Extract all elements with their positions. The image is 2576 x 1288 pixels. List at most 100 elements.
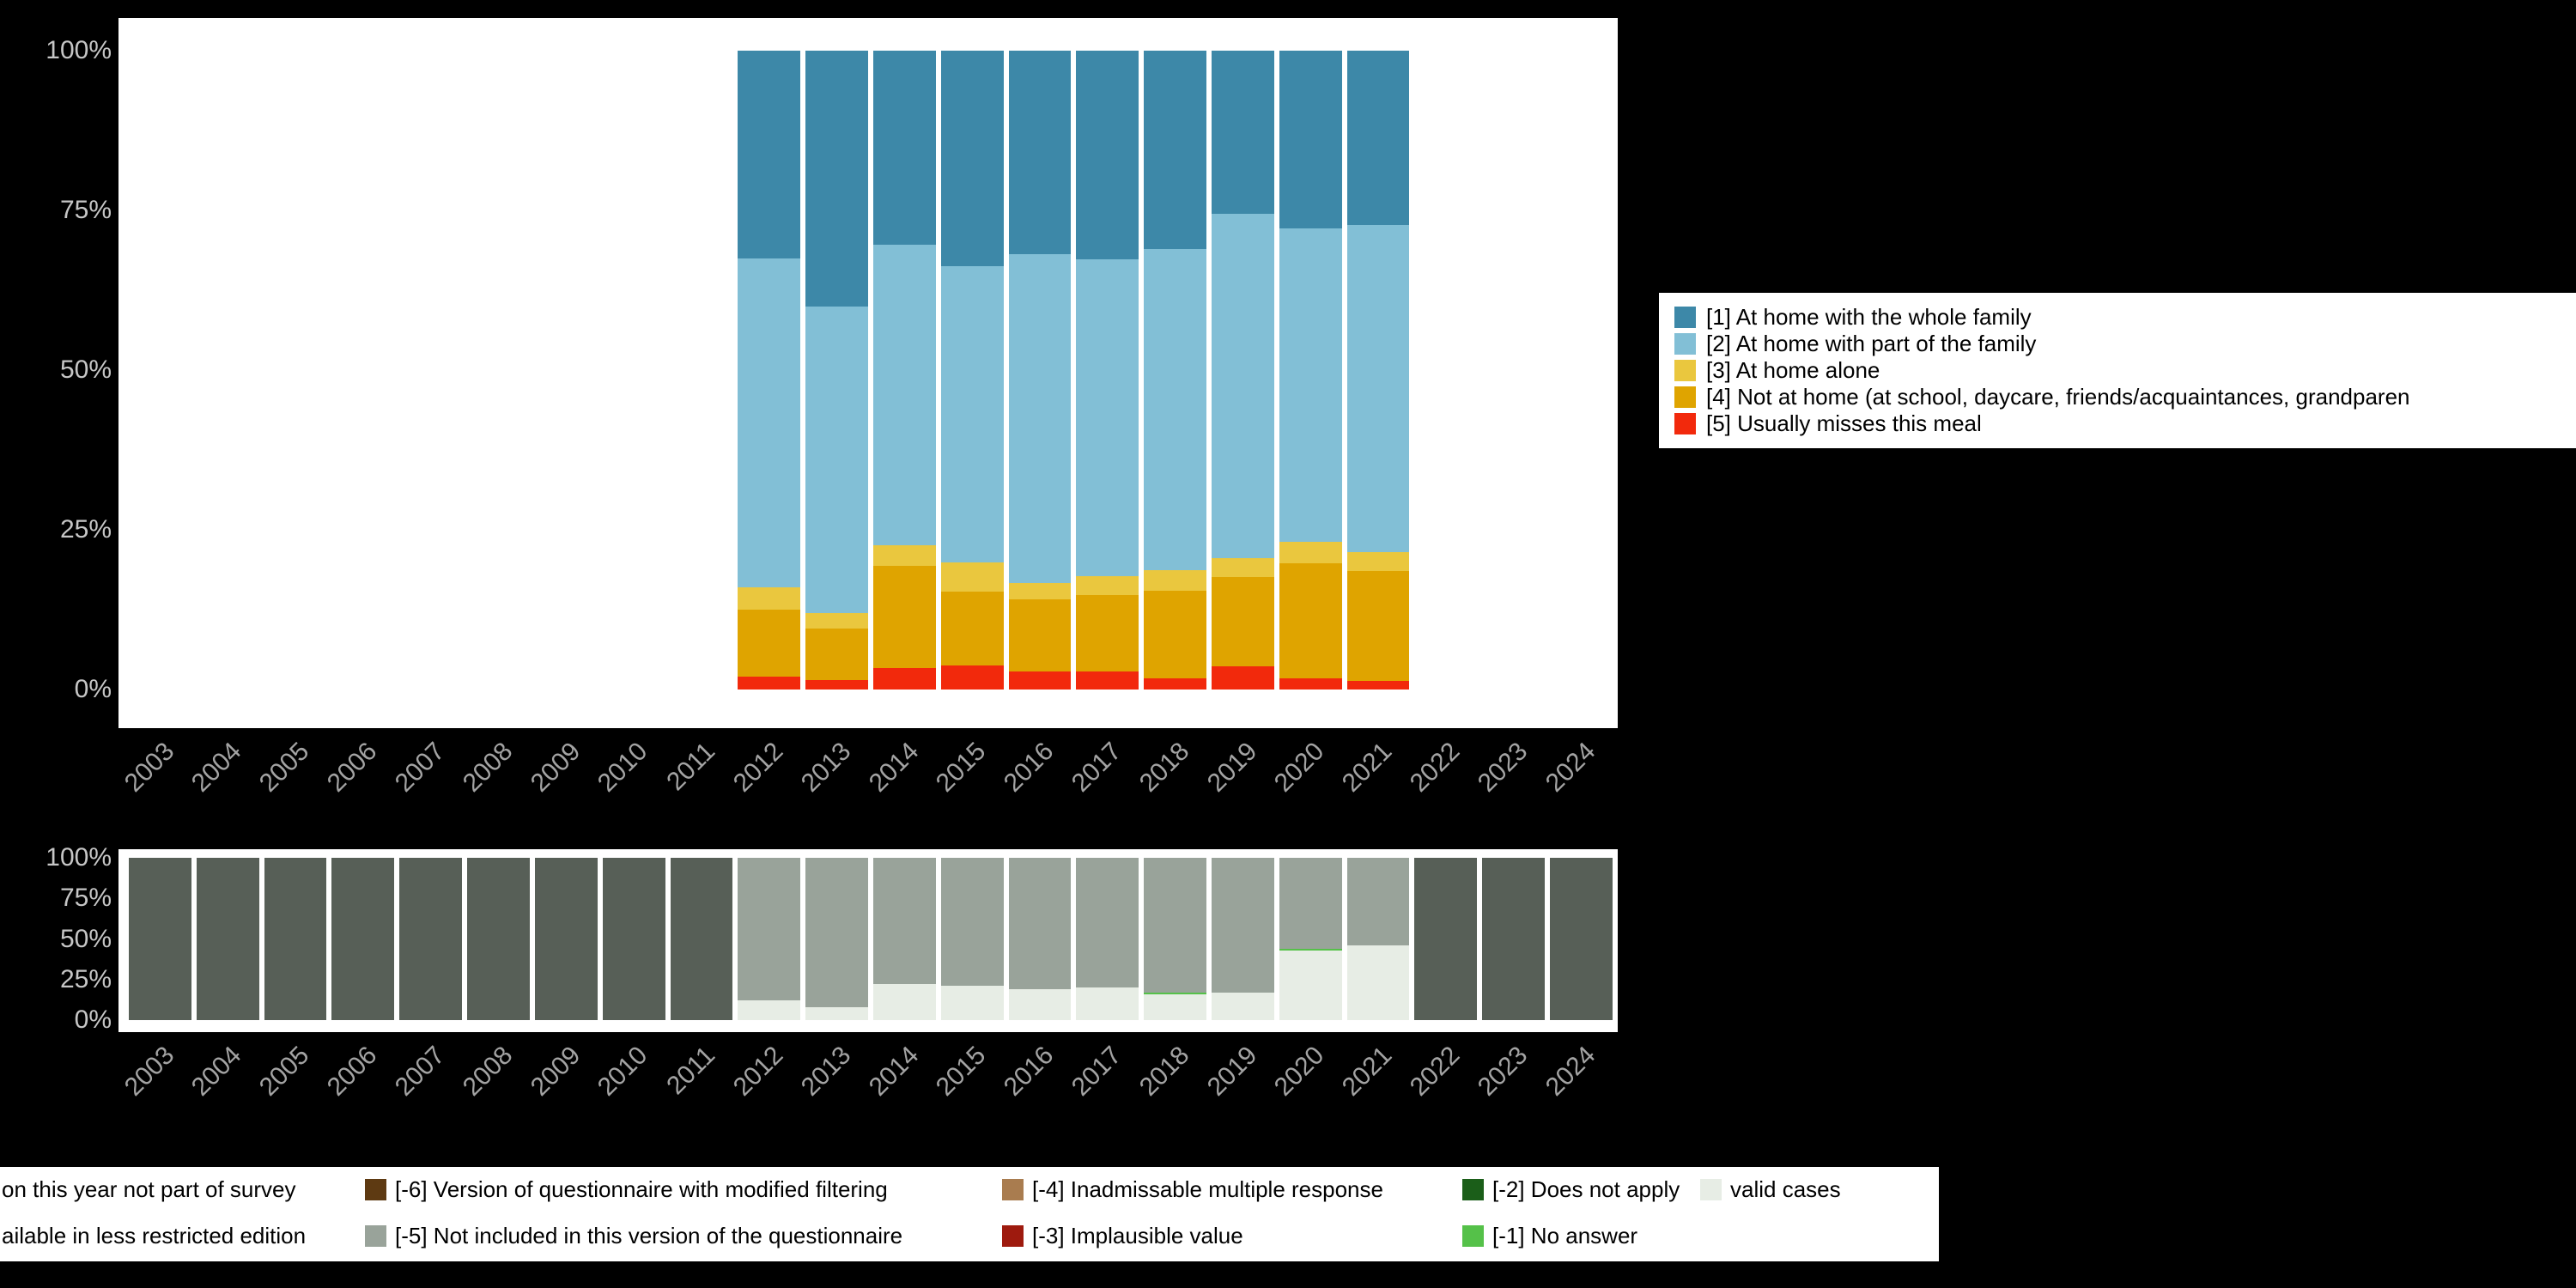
missing-legend-item-label: [-3] Implausible value — [1032, 1222, 1243, 1249]
x-axis-tick-2018: 2018 — [1134, 1040, 1209, 1160]
bar-segment — [1008, 671, 1072, 690]
bar-segment — [805, 51, 868, 307]
bar-segment — [872, 566, 936, 669]
bar-segment — [670, 858, 733, 1020]
missing-legend-item-label: [-1] No answer — [1492, 1222, 1638, 1249]
stacked-bar-2007 — [399, 858, 463, 1020]
x-axis-tick-2016: 2016 — [999, 1040, 1074, 1160]
bar-segment — [1279, 677, 1342, 690]
x-axis-tick-2014: 2014 — [863, 1040, 939, 1160]
bar-segment — [1008, 51, 1072, 255]
x-axis-tick-2013: 2013 — [796, 736, 871, 856]
x-axis-tick-label: 2021 — [1337, 737, 1398, 798]
x-axis-tick-2009: 2009 — [525, 736, 600, 856]
x-axis-tick-label: 2016 — [999, 1041, 1060, 1102]
x-axis-tick-2011: 2011 — [662, 1040, 736, 1160]
bar-segment — [940, 665, 1004, 690]
missing-legend-item-label: [-2] Does not apply — [1492, 1176, 1680, 1202]
y-axis-tick-label: 50% — [59, 924, 112, 953]
bar-slot-2007 — [397, 858, 465, 1020]
bar-segment — [1279, 51, 1342, 228]
stacked-bar-2024 — [1550, 858, 1613, 1020]
bar-slot-2019 — [1209, 858, 1277, 1020]
x-axis-tick-label: 2021 — [1337, 1041, 1398, 1102]
bar-segment — [872, 668, 936, 690]
missing-legend-column: on this year not part of survey ailable i… — [0, 1176, 365, 1261]
missing-legend-item-label: on this year not part of survey — [2, 1176, 296, 1202]
y-axis-tick-label: 25% — [59, 964, 112, 993]
x-axis-tick-label: 2015 — [931, 737, 992, 798]
x-axis-tick-2012: 2012 — [728, 736, 803, 856]
legend-swatch-icon — [1002, 1178, 1024, 1200]
bar-segment — [1144, 677, 1206, 690]
x-axis-tick-2022: 2022 — [1405, 736, 1479, 856]
bar-slot-2015 — [939, 51, 1006, 690]
legend-item: [1] At home with the whole family — [1674, 304, 2576, 331]
bar-slot-2020 — [1277, 51, 1345, 690]
x-axis-tick-label: 2007 — [389, 737, 451, 798]
missing-codes-legend: on this year not part of survey ailable i… — [0, 1167, 1939, 1261]
stacked-bar-2022 — [1414, 858, 1478, 1020]
x-axis-tick-2019: 2019 — [1201, 736, 1277, 856]
bar-segment — [872, 984, 936, 1020]
bar-slot-2007 — [397, 51, 465, 690]
bar-slot-2020 — [1277, 858, 1345, 1020]
stacked-bar-2014 — [872, 858, 936, 1020]
missing-chart-x-axis: 2003 2004 2005 2006 2007 2008 2009 2010 2011 2012… — [118, 1040, 1615, 1160]
x-axis-tick-label: 2018 — [1133, 737, 1195, 798]
bar-segment — [1008, 989, 1072, 1020]
x-axis-tick-label: 2017 — [1066, 1041, 1127, 1102]
x-axis-tick-label: 2005 — [254, 737, 315, 798]
legend-item-label: [4] Not at home (at school, daycare, fri… — [1706, 384, 2410, 410]
bar-segment — [1212, 992, 1274, 1020]
bar-segment — [1346, 552, 1410, 572]
bar-slot-2023 — [1479, 51, 1547, 690]
bar-segment — [940, 986, 1004, 1020]
bar-slot-2005 — [262, 858, 330, 1020]
missing-legend-item-label: ailable in less restricted edition — [2, 1222, 307, 1249]
bar-segment — [534, 858, 598, 1020]
x-axis-tick-2018: 2018 — [1134, 736, 1209, 856]
legend-item: [4] Not at home (at school, daycare, fri… — [1674, 384, 2576, 410]
x-axis-tick-2020: 2020 — [1269, 1040, 1345, 1160]
bar-slot-2016 — [1006, 51, 1074, 690]
bar-segment — [940, 858, 1004, 987]
x-axis-tick-2024: 2024 — [1540, 1040, 1615, 1160]
y-axis-tick-label: 100% — [46, 843, 112, 872]
bar-slot-2014 — [871, 51, 939, 690]
y-axis-tick-label: 75% — [59, 884, 112, 913]
stacked-bar-2005 — [264, 858, 327, 1020]
bar-segment — [1076, 594, 1139, 672]
bar-segment — [940, 592, 1004, 665]
x-axis-tick-label: 2010 — [592, 737, 653, 798]
bar-segment — [1279, 562, 1342, 678]
response-legend: [1] At home with the whole family [2] At … — [1659, 293, 2576, 448]
stacked-bar-2006 — [331, 858, 395, 1020]
stacked-bar-2012 — [738, 51, 801, 690]
bar-segment — [1212, 666, 1274, 690]
x-axis-tick-2003: 2003 — [118, 1040, 194, 1160]
x-axis-tick-label: 2006 — [321, 1041, 383, 1102]
x-axis-tick-2008: 2008 — [458, 736, 532, 856]
legend-item-label: [5] Usually misses this meal — [1706, 410, 1982, 436]
bar-segment — [805, 306, 868, 613]
bar-segment — [1076, 987, 1139, 1020]
x-axis-tick-2005: 2005 — [254, 736, 330, 856]
x-axis-tick-2013: 2013 — [796, 1040, 871, 1160]
y-axis-tick-label: 50% — [59, 355, 112, 384]
bar-segment — [1346, 225, 1410, 553]
bar-slot-2021 — [1345, 858, 1413, 1020]
bar-slot-2014 — [871, 858, 939, 1020]
x-axis-tick-2006: 2006 — [322, 736, 397, 856]
bar-segment — [1346, 945, 1410, 1020]
bar-segment — [738, 586, 801, 611]
bar-segment — [738, 677, 801, 690]
stacked-bar-2017 — [1076, 858, 1139, 1020]
missing-legend-column: [-2] Does not apply [-1] No answer — [1462, 1176, 1700, 1261]
x-axis-tick-label: 2013 — [795, 737, 857, 798]
missing-legend-item-label: [-6] Version of questionnaire with modif… — [395, 1176, 888, 1202]
missing-legend-item: [-1] No answer — [1462, 1222, 1700, 1249]
stacked-bar-2003 — [129, 858, 191, 1020]
bar-segment — [1076, 51, 1139, 259]
stacked-bar-2020 — [1279, 51, 1342, 690]
